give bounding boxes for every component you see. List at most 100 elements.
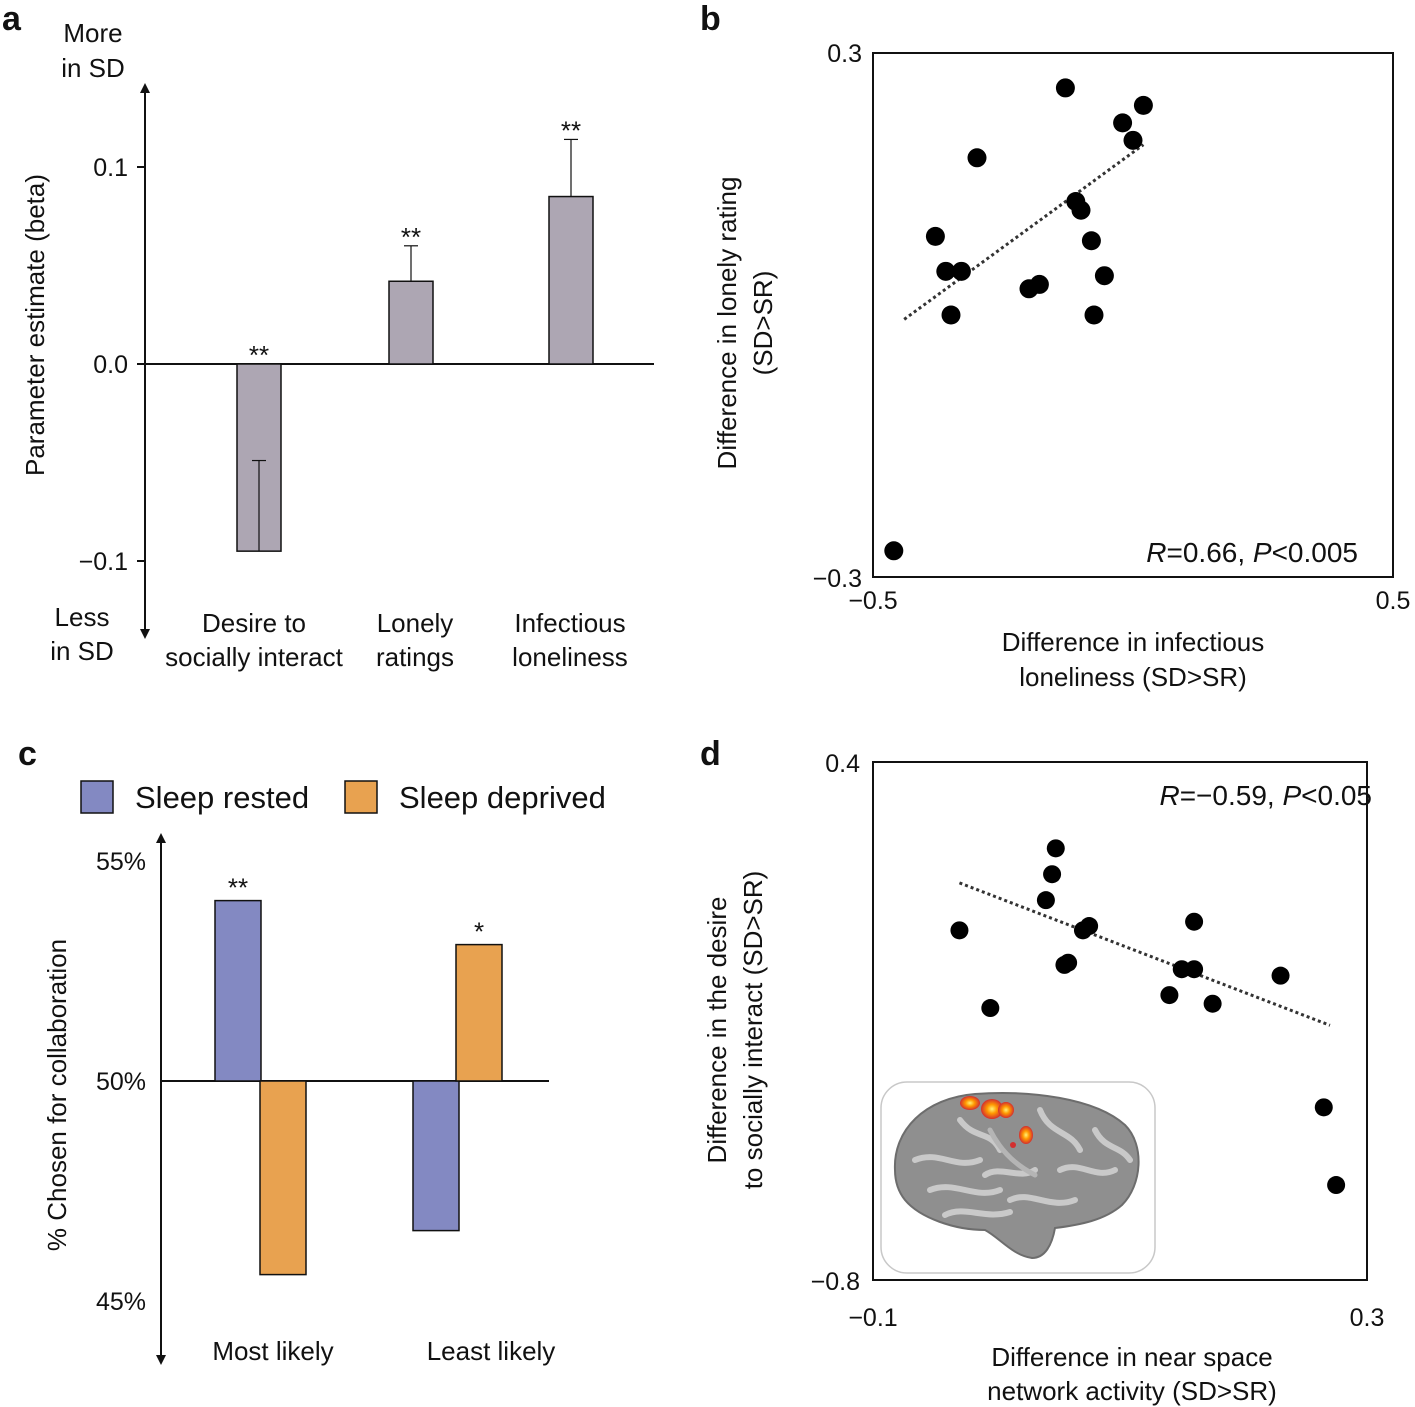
b-y-axis-label-line2: (SD>SR) (748, 271, 778, 376)
b-y-axis-label-line1: Difference in lonely rating (712, 177, 742, 470)
b-point-0 (884, 541, 904, 561)
c-bar-1-1 (455, 943, 503, 1082)
d-points (950, 839, 1346, 1195)
c-bars: *** (214, 873, 503, 1276)
b-ytick-top: 0.3 (827, 40, 862, 68)
d-y-axis-label-line2: to socially interact (SD>SR) (738, 871, 768, 1190)
b-trendline (903, 143, 1145, 321)
d-point-4 (1046, 839, 1065, 858)
b-xtick-left: −0.5 (848, 587, 897, 615)
brain-icon (893, 1092, 1140, 1260)
d-r-symbol: R (1159, 780, 1179, 811)
a-ytick-label-0: 0.1 (93, 154, 128, 182)
b-point-1 (925, 226, 945, 246)
b-point-12 (1084, 305, 1104, 325)
d-point-16 (1327, 1176, 1346, 1195)
legend-label-sleep-rested: Sleep rested (135, 780, 309, 815)
c-y-axis-label: % Chosen for collaboration (42, 939, 72, 1251)
a-bar-2 (548, 195, 594, 365)
b-x-axis-label-line2: loneliness (SD>SR) (1019, 662, 1247, 692)
panel-b: b 0.3 −0.3 −0.5 0.5 Difference in infect… (700, 0, 1410, 692)
a-top-label-line2: in SD (61, 53, 125, 83)
b-plot-frame (872, 52, 1394, 578)
c-category-least-likely: Least likely (427, 1336, 556, 1366)
d-trendline (958, 881, 1331, 1027)
d-x-axis-label-line1: Difference in near space (991, 1342, 1272, 1372)
b-point-8 (1055, 78, 1075, 98)
d-ytick-top: 0.4 (825, 750, 860, 778)
b-point-10 (1071, 200, 1091, 220)
a-bars: ** ** ** (236, 115, 594, 552)
b-xtick-right: 0.5 (1376, 587, 1411, 615)
c-y-ticks: 55% 50% 45% (96, 848, 146, 1316)
d-y-axis-label-line1: Difference in the desire (702, 897, 732, 1164)
d-stats-annotation: R=−0.59, P<0.05 (1159, 780, 1372, 811)
b-point-2 (936, 261, 956, 281)
d-point-14 (1271, 966, 1290, 985)
a-bar-1 (388, 280, 434, 365)
d-point-3 (1043, 865, 1062, 884)
a-category-label-infectious-line2: loneliness (512, 642, 628, 672)
panel-a: a More in SD Less in SD Parameter estima… (2, 0, 654, 672)
c-ytick-label-1: 50% (96, 1068, 146, 1096)
d-point-2 (1036, 891, 1055, 910)
c-ytick-label-0: 55% (96, 848, 146, 876)
d-ytick-bottom: −0.8 (811, 1268, 860, 1296)
panel-c: c Sleep rested Sleep deprived % Chosen f… (18, 735, 606, 1366)
a-category-label-lonely-line2: ratings (376, 642, 454, 672)
c-significance-0: ** (228, 873, 248, 903)
a-category-label-desire-line1: Desire to (202, 608, 306, 638)
a-bottom-label-line2: in SD (50, 636, 114, 666)
panel-label-d: d (700, 735, 721, 773)
b-points (884, 78, 1153, 561)
d-p-value: <0.05 (1301, 780, 1372, 811)
c-bar-0-1 (259, 1080, 307, 1276)
d-xtick-left: −0.1 (848, 1304, 897, 1332)
b-point-16 (1133, 95, 1153, 115)
legend-swatch-sleep-rested (80, 780, 114, 814)
a-significance-0: ** (249, 340, 269, 370)
panel-d: d 0.4 −0.8 −0.1 0.3 Difference in near s… (700, 735, 1384, 1406)
c-category-most-likely: Most likely (212, 1336, 333, 1366)
d-r-value: =−0.59, (1180, 780, 1283, 811)
a-significance-2: ** (561, 115, 581, 145)
b-point-13 (1094, 266, 1114, 286)
d-point-10 (1172, 960, 1191, 979)
d-point-11 (1185, 912, 1204, 931)
a-y-ticks: 0.1 0.0 −0.1 (79, 154, 145, 576)
b-point-15 (1123, 130, 1143, 150)
d-brain-inset (880, 1081, 1156, 1274)
d-point-6 (1059, 953, 1078, 972)
legend-label-sleep-deprived: Sleep deprived (399, 780, 606, 815)
d-p-symbol: P (1282, 780, 1301, 811)
b-p-symbol: P (1253, 537, 1272, 568)
legend-swatch-sleep-deprived (344, 780, 378, 814)
b-point-5 (967, 148, 987, 168)
d-point-12 (1185, 960, 1204, 979)
a-ytick-label-1: 0.0 (93, 351, 128, 379)
b-ytick-bottom: −0.3 (813, 565, 862, 593)
b-point-3 (941, 305, 961, 325)
panel-label-a: a (2, 0, 22, 38)
b-r-symbol: R (1146, 537, 1166, 568)
panel-label-c: c (18, 735, 37, 773)
a-top-label-line1: More (63, 18, 122, 48)
d-point-9 (1160, 986, 1179, 1005)
b-point-11 (1081, 231, 1101, 251)
b-point-7 (1029, 274, 1049, 294)
d-point-8 (1080, 917, 1099, 936)
c-bar-1-0 (412, 1080, 460, 1232)
d-x-axis-label-line2: network activity (SD>SR) (987, 1376, 1277, 1406)
c-bar-0-0 (214, 899, 262, 1082)
d-point-13 (1203, 994, 1222, 1013)
d-xtick-right: 0.3 (1350, 1304, 1385, 1332)
d-point-0 (950, 921, 969, 940)
a-ytick-label-2: −0.1 (79, 548, 128, 576)
b-p-value: <0.005 (1272, 537, 1358, 568)
c-ytick-label-2: 45% (96, 1288, 146, 1316)
d-point-1 (981, 999, 1000, 1018)
a-significance-1: ** (401, 222, 421, 252)
b-stats-annotation: R=0.66, P<0.005 (1146, 537, 1358, 568)
a-category-label-infectious-line1: Infectious (514, 608, 625, 638)
